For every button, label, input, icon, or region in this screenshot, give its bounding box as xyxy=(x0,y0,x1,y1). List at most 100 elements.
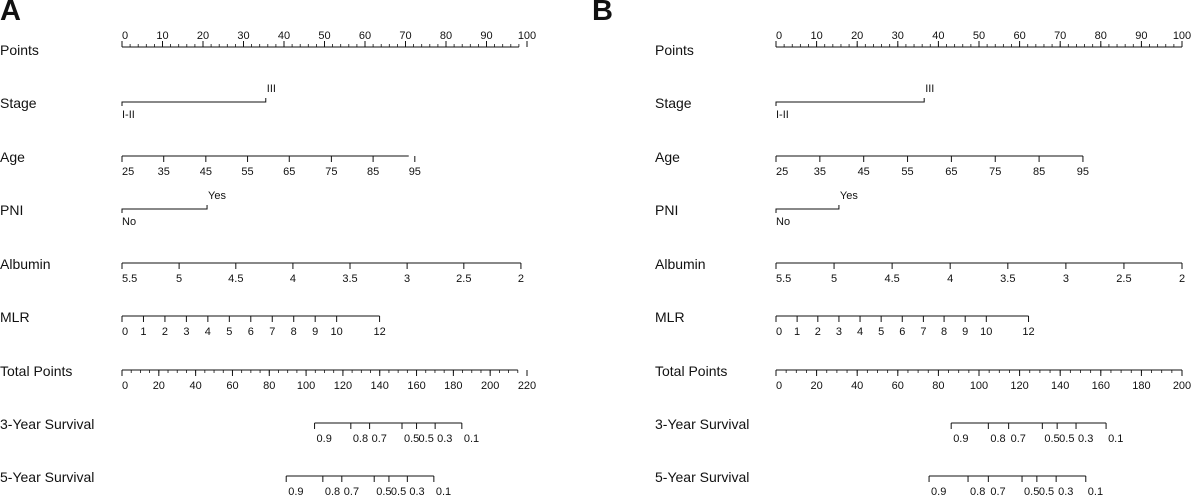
tick-label: 7 xyxy=(269,326,275,338)
tick-label: 0.5 xyxy=(404,433,419,445)
tick-label: 0 xyxy=(776,326,782,338)
tick-label: 20 xyxy=(810,380,822,392)
tick-label: 85 xyxy=(1033,166,1045,178)
tick-label: 2 xyxy=(518,273,524,285)
axis-line xyxy=(775,205,840,213)
tick-label: 12 xyxy=(1022,326,1034,338)
tick-label: 40 xyxy=(932,30,944,42)
tick-label: 2.5 xyxy=(1116,273,1131,285)
row-label: 3-Year Survival xyxy=(655,416,750,432)
tick-label: 6 xyxy=(899,326,905,338)
row-label: 5-Year Survival xyxy=(0,469,95,485)
tick-label: 0.9 xyxy=(288,486,303,498)
tick-label: 90 xyxy=(480,30,492,42)
tick-label: 65 xyxy=(283,166,295,178)
tick-label: 8 xyxy=(291,326,297,338)
tick-label: 9 xyxy=(962,326,968,338)
panel-label: A xyxy=(0,0,21,27)
tick-label: 0.8 xyxy=(990,433,1005,445)
tick-label: 220 xyxy=(518,380,536,392)
axis-row: 0.9 0.8 0.7 0.5 0.5 0.3 0.1 xyxy=(950,422,1123,445)
tick-label: 20 xyxy=(153,380,165,392)
axis-row: 0 1 2 3 4 5 6 7 8 9 10 12 xyxy=(775,315,1035,338)
tick-label: 0.1 xyxy=(436,486,451,498)
tick-label: 60 xyxy=(892,380,904,392)
tick-label: 25 xyxy=(122,166,134,178)
tick-label: 0.1 xyxy=(464,433,479,445)
axis-row: 25 35 45 55 65 75 85 95 xyxy=(121,155,421,178)
tick-label: 180 xyxy=(444,380,462,392)
tick-label: 4 xyxy=(205,326,211,338)
tick-label: 30 xyxy=(892,30,904,42)
tick-label: 140 xyxy=(1051,380,1069,392)
tick-label: 0.8 xyxy=(325,486,340,498)
tick-label: 90 xyxy=(1135,30,1147,42)
tick-label: 140 xyxy=(371,380,389,392)
tick-label: 0 xyxy=(122,30,128,42)
tick-label: III xyxy=(925,83,934,95)
tick-label: 7 xyxy=(920,326,926,338)
axis-row: 0.9 0.8 0.7 0.5 0.5 0.3 0.1 xyxy=(928,475,1103,498)
row-label: 5-Year Survival xyxy=(655,469,750,485)
tick-label: 55 xyxy=(901,166,913,178)
tick-label: 5 xyxy=(176,273,182,285)
tick-label: 3.5 xyxy=(1000,273,1015,285)
axis-line xyxy=(775,98,925,106)
tick-label: 160 xyxy=(407,380,425,392)
tick-label: 5 xyxy=(831,273,837,285)
tick-label: 50 xyxy=(973,30,985,42)
tick-label: 45 xyxy=(858,166,870,178)
tick-label: 85 xyxy=(367,166,379,178)
tick-label: 3.5 xyxy=(342,273,357,285)
axis-row: I-II III xyxy=(775,83,934,121)
row-label: Albumin xyxy=(0,256,51,272)
tick-label: 100 xyxy=(970,380,988,392)
tick-label: 160 xyxy=(1092,380,1110,392)
axis-row: 0.9 0.8 0.7 0.5 0.5 0.3 0.1 xyxy=(314,422,479,445)
panel-label: B xyxy=(592,0,613,27)
tick-label: 65 xyxy=(945,166,957,178)
tick-label: 35 xyxy=(814,166,826,178)
row-label: Total Points xyxy=(0,363,73,379)
tick-label: 0.5 xyxy=(419,433,434,445)
tick-label: No xyxy=(776,216,790,228)
tick-label: III xyxy=(267,83,276,95)
tick-label: 0 xyxy=(776,30,782,42)
tick-label: 0.9 xyxy=(953,433,968,445)
tick-label: 80 xyxy=(263,380,275,392)
tick-label: 2.5 xyxy=(456,273,471,285)
tick-label: 4.5 xyxy=(884,273,899,285)
tick-label: 80 xyxy=(1095,30,1107,42)
axis-row: No Yes xyxy=(121,190,226,228)
tick-label: 4 xyxy=(857,326,863,338)
tick-label: 4 xyxy=(947,273,953,285)
tick-label: 0 xyxy=(122,380,128,392)
row-label: MLR xyxy=(655,309,685,325)
tick-label: 5 xyxy=(878,326,884,338)
row-label: Stage xyxy=(0,95,37,111)
tick-label: 4.5 xyxy=(228,273,243,285)
tick-label: 0.8 xyxy=(970,486,985,498)
tick-label: 0.5 xyxy=(376,486,391,498)
tick-label: 6 xyxy=(248,326,254,338)
tick-label: 0.5 xyxy=(1024,486,1039,498)
tick-label: I-II xyxy=(776,109,789,121)
tick-label: 60 xyxy=(359,30,371,42)
tick-label: 180 xyxy=(1132,380,1150,392)
row-label: Albumin xyxy=(655,256,706,272)
tick-label: 55 xyxy=(241,166,253,178)
tick-label: Yes xyxy=(208,190,226,202)
row-label: Points xyxy=(655,42,694,58)
tick-label: 10 xyxy=(810,30,822,42)
nomogram-panel-b: B 0 10 20 30 40 50 60 70 80 90 100 I-II III 25 35 45 55 65… xyxy=(592,0,1200,498)
tick-label: 10 xyxy=(156,30,168,42)
tick-label: 0.8 xyxy=(353,433,368,445)
row-label: Age xyxy=(0,149,25,165)
tick-label: 80 xyxy=(440,30,452,42)
tick-label: 45 xyxy=(200,166,212,178)
tick-label: 120 xyxy=(334,380,352,392)
tick-label: 0.7 xyxy=(1011,433,1026,445)
